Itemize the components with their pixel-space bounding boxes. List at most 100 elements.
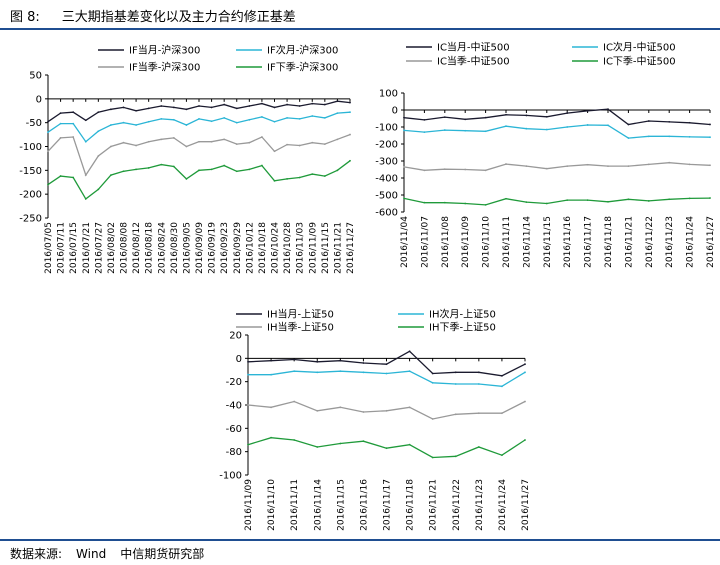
x-tick-label: 2016/09/29 — [233, 222, 243, 274]
data-point — [566, 126, 569, 128]
data-point — [627, 123, 630, 126]
data-point — [709, 164, 711, 167]
x-tick-label: 2016/11/09 — [308, 222, 318, 274]
data-point — [586, 109, 589, 112]
data-point — [273, 179, 276, 182]
x-tick-label: 2016/11/14 — [313, 479, 323, 531]
data-point — [647, 135, 650, 138]
x-tick-label: 2016/11/11 — [290, 479, 300, 531]
data-point — [323, 175, 326, 177]
data-point — [525, 127, 528, 130]
data-point — [505, 197, 507, 200]
series-line-4 — [47, 160, 351, 200]
y-tick-label: -200 — [375, 140, 398, 151]
data-point — [484, 169, 487, 172]
data-point — [210, 120, 213, 123]
data-point — [349, 111, 351, 114]
data-point — [247, 373, 249, 376]
data-point — [273, 106, 276, 109]
data-point — [235, 170, 238, 173]
data-point — [454, 383, 457, 385]
legend-label: IH次月-上证50 — [429, 308, 496, 321]
data-point — [336, 112, 339, 115]
data-point — [464, 202, 467, 205]
data-point — [349, 159, 351, 162]
data-point — [172, 106, 175, 109]
data-point — [403, 166, 405, 168]
data-point — [293, 439, 296, 441]
data-point — [84, 119, 87, 122]
data-point — [298, 105, 301, 107]
legend-label: IC次月-中证500 — [603, 41, 676, 54]
x-tick-label: 2016/07/05 — [44, 222, 54, 274]
data-point — [484, 130, 487, 133]
data-point — [464, 118, 467, 121]
data-point — [545, 202, 548, 205]
data-point — [210, 168, 213, 171]
data-point — [403, 197, 405, 200]
data-point — [248, 141, 251, 144]
data-point — [505, 163, 507, 165]
x-tick-label: 2016/11/18 — [406, 479, 416, 531]
series-line-2 — [47, 111, 351, 143]
data-point — [323, 143, 326, 146]
data-point — [524, 371, 526, 374]
data-point — [403, 116, 405, 119]
x-tick-label: 2016/11/27 — [346, 222, 356, 274]
data-point — [566, 199, 569, 202]
data-point — [316, 409, 319, 412]
data-point — [349, 101, 351, 104]
x-tick-label: 2016/11/04 — [400, 216, 410, 268]
data-point — [431, 372, 434, 375]
data-point — [423, 131, 426, 134]
data-point — [47, 183, 49, 186]
data-point — [270, 406, 272, 409]
data-point — [484, 116, 487, 119]
data-point — [525, 201, 528, 204]
data-point — [122, 141, 125, 144]
y-tick-label: -20 — [226, 377, 242, 388]
data-point — [84, 140, 87, 143]
x-tick-label: 2016/11/17 — [584, 216, 594, 268]
data-point — [362, 362, 365, 364]
x-tick-label: 2016/11/15 — [321, 222, 331, 274]
y-tick-label: 100 — [379, 89, 398, 100]
legend-label: IF下季-沪深300 — [267, 61, 338, 74]
data-point — [362, 411, 365, 413]
y-tick-label: -500 — [375, 191, 398, 202]
data-point — [198, 117, 200, 120]
data-point — [59, 112, 62, 115]
data-point — [298, 117, 301, 120]
data-point — [147, 140, 150, 143]
data-point — [135, 168, 137, 171]
y-tick-label: -60 — [226, 424, 242, 435]
data-point — [286, 178, 288, 180]
x-tick-label: 2016/11/11 — [502, 216, 512, 268]
data-point — [688, 163, 691, 166]
data-point — [484, 203, 487, 206]
data-point — [408, 350, 411, 353]
x-tick-label: 2016/11/16 — [359, 479, 369, 531]
data-point — [586, 199, 589, 202]
data-point — [160, 163, 163, 166]
data-point — [110, 108, 112, 111]
data-point — [110, 174, 112, 177]
x-tick-label: 2016/08/30 — [170, 222, 180, 274]
data-point — [339, 442, 342, 445]
series-line-3 — [47, 133, 351, 177]
data-point — [273, 150, 276, 153]
data-point — [235, 143, 238, 146]
data-point — [59, 122, 62, 125]
figure-title: 图 8: 三大期指基差变化以及主力合约修正基差 — [10, 6, 296, 25]
data-point — [336, 169, 339, 172]
data-point — [293, 370, 296, 373]
y-tick-label: 50 — [29, 71, 42, 82]
source-label: 数据来源: — [10, 547, 63, 561]
data-point — [607, 108, 609, 111]
data-point — [261, 136, 263, 138]
y-tick-label: -150 — [19, 166, 42, 177]
data-point — [59, 175, 62, 177]
data-point — [403, 129, 405, 132]
data-point — [362, 440, 365, 443]
data-point — [505, 113, 507, 116]
